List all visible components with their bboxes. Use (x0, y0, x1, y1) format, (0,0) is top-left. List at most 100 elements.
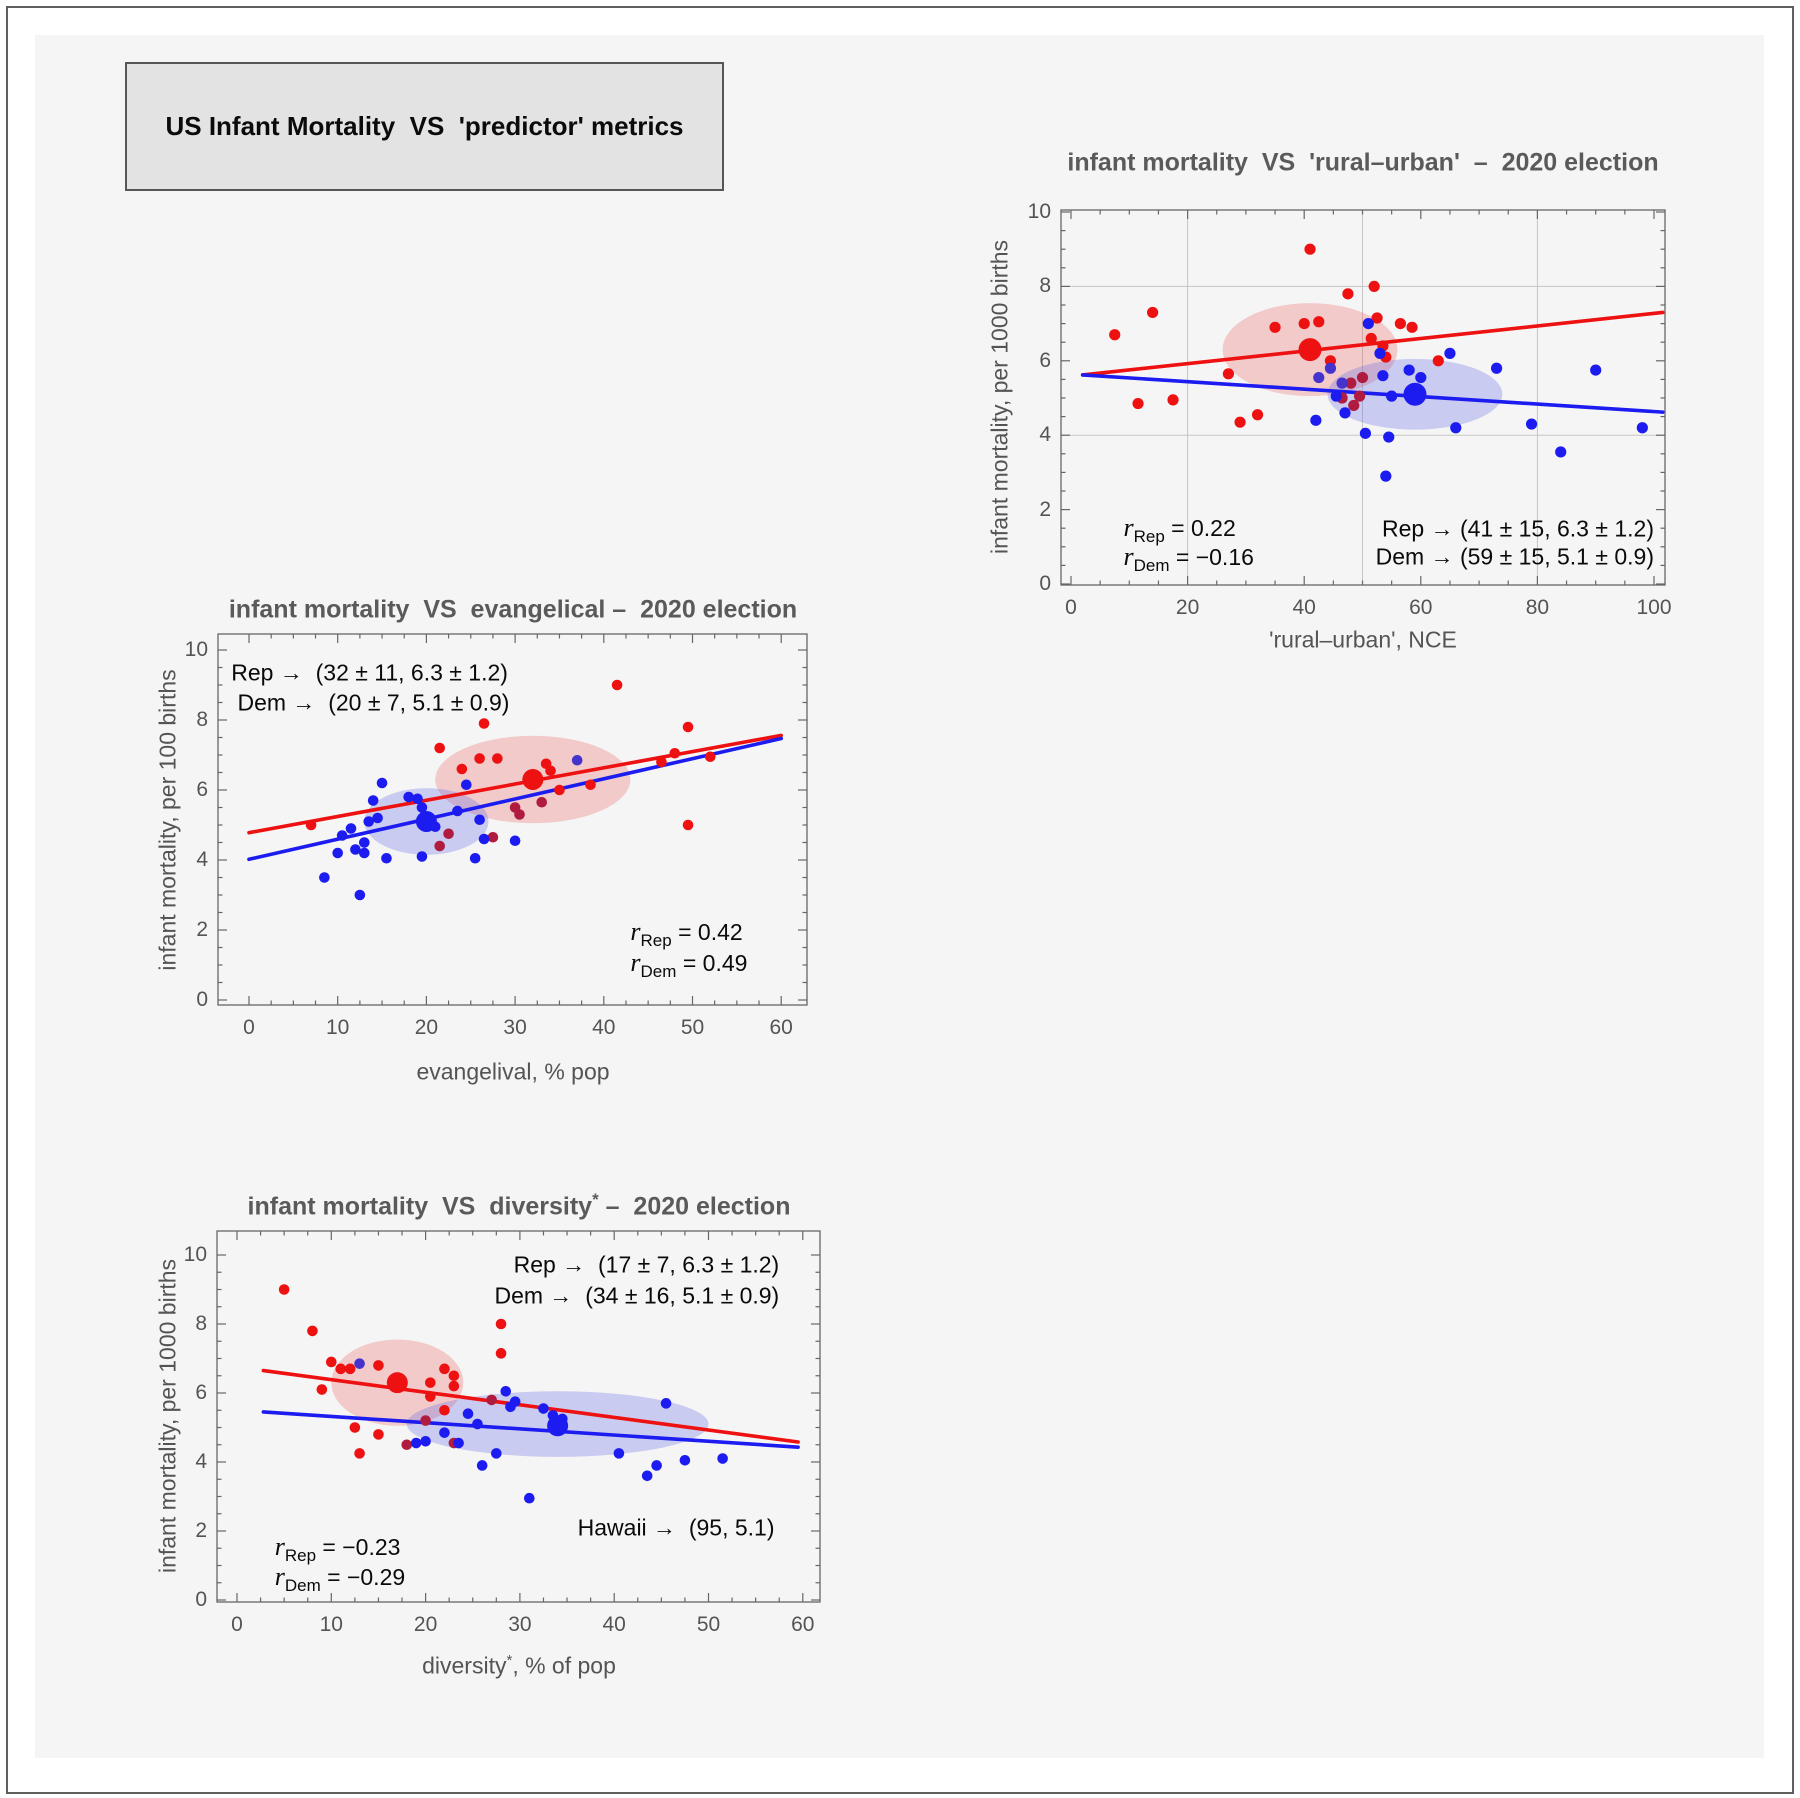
data-point-rep (545, 765, 556, 777)
data-point-dem (1377, 370, 1389, 382)
y-axis-label: infant mortality, per 100 births (154, 669, 181, 971)
x-tick-label: 10 (326, 1016, 350, 1039)
data-point-dem (412, 793, 423, 805)
data-point-dem (491, 1448, 502, 1459)
data-point-rep (682, 819, 694, 831)
x-tick-label: 50 (696, 1613, 721, 1636)
data-point-rep (307, 1325, 318, 1337)
data-point-rep (656, 756, 667, 768)
data-point-rep (1269, 321, 1281, 333)
data-point-rep (1394, 318, 1406, 330)
mean-point-dem (415, 811, 437, 832)
data-point-rep (456, 763, 468, 775)
data-point-dem (453, 1437, 464, 1449)
annotation: Rep → (41 ± 15, 6.3 ± 1.2) (1382, 515, 1654, 542)
data-point-dem (476, 1460, 488, 1471)
trend-line-rep (261, 1368, 800, 1444)
chart-title: infant mortality VS evangelical – 2020 e… (228, 595, 798, 624)
data-point-dem (1525, 418, 1538, 430)
x-tick-label: 50 (680, 1016, 705, 1039)
data-point-dem (1636, 422, 1648, 434)
data-point-rep (1353, 390, 1366, 402)
data-point-dem (345, 823, 357, 834)
y-tick-label: 0 (1039, 572, 1051, 595)
data-point-dem (363, 816, 375, 827)
plot-frame (217, 633, 808, 1006)
data-point-rep (425, 1377, 436, 1388)
data-point-dem (509, 835, 521, 847)
data-point-dem (613, 1448, 625, 1459)
x-tick-label: 60 (1409, 596, 1433, 619)
data-point-dem (1380, 470, 1392, 482)
data-point-rep (335, 1363, 347, 1375)
data-point-rep (1222, 368, 1235, 380)
data-point-rep (434, 742, 446, 754)
data-point-rep (611, 679, 623, 691)
data-point-rep (1167, 394, 1179, 406)
annotation: Rep → (32 ± 11, 6.3 ± 1.2) (231, 659, 508, 686)
data-point-rep (326, 1356, 337, 1368)
data-point-dem (472, 1418, 483, 1430)
data-point-dem (354, 1358, 365, 1369)
data-point-rep (401, 1439, 413, 1451)
data-point-rep (443, 828, 454, 840)
data-point-dem (538, 1403, 549, 1414)
annotation: Hawaii → (95, 5.1) (577, 1514, 775, 1541)
data-point-rep (704, 751, 716, 763)
data-point-dem (1313, 371, 1325, 384)
x-tick-label: 80 (1525, 596, 1550, 619)
data-point-rep (278, 1284, 290, 1295)
data-point-dem (1450, 422, 1462, 434)
data-point-dem (1555, 446, 1567, 458)
data-point-dem (571, 754, 583, 766)
data-point-dem (359, 837, 370, 848)
data-point-dem (478, 833, 490, 845)
data-point-dem (641, 1470, 653, 1482)
y-tick-label: 8 (196, 708, 208, 731)
data-point-rep (349, 1422, 361, 1433)
data-point-dem (420, 1436, 431, 1447)
data-point-rep (492, 753, 503, 764)
annotation: rRep = 0.22 (1123, 513, 1236, 547)
data-point-dem (1590, 364, 1602, 376)
data-point-rep (514, 809, 525, 820)
data-point-dem (1403, 364, 1415, 376)
data-point-dem (474, 814, 485, 826)
plot-frame (216, 1230, 821, 1603)
data-point-rep (448, 1380, 460, 1392)
data-point-rep (1147, 306, 1159, 319)
data-point-rep (439, 1363, 450, 1375)
chart-title: infant mortality VS 'rural–urban' – 2020… (1067, 148, 1659, 177)
data-point-dem (1324, 362, 1337, 374)
annotation: rRep = 0.42 (630, 916, 743, 950)
annotation: rDem = 0.49 (630, 948, 748, 982)
y-tick-label: 10 (184, 638, 208, 661)
data-point-dem (1386, 390, 1398, 402)
x-tick-label: 20 (413, 1613, 438, 1636)
y-tick-label: 6 (1039, 348, 1051, 372)
annotation: Dem → (59 ± 15, 5.1 ± 0.9) (1375, 543, 1654, 570)
y-tick-label: 10 (183, 1243, 207, 1266)
data-point-dem (332, 847, 344, 859)
data-point-dem (376, 777, 388, 789)
data-point-rep (1234, 416, 1246, 428)
x-axis-label: 'rural–urban', NCE (1269, 626, 1457, 653)
mean-point-rep (1298, 338, 1322, 362)
data-point-rep (1109, 329, 1121, 341)
annotation: rDem = −0.29 (274, 1561, 406, 1595)
data-point-rep (536, 796, 548, 808)
data-point-rep (373, 1429, 384, 1440)
data-point-dem (416, 851, 428, 862)
x-tick-label: 0 (243, 1016, 255, 1039)
data-point-rep (1432, 355, 1444, 367)
data-point-dem (1330, 390, 1342, 402)
data-point-rep (316, 1384, 328, 1395)
data-point-dem (651, 1460, 662, 1471)
x-tick-label: 60 (769, 1016, 793, 1039)
trend-line-dem (247, 736, 784, 862)
x-axis-label: evangelival, % pop (416, 1058, 610, 1085)
y-tick-label: 4 (1039, 423, 1051, 447)
data-point-rep (1345, 377, 1357, 389)
